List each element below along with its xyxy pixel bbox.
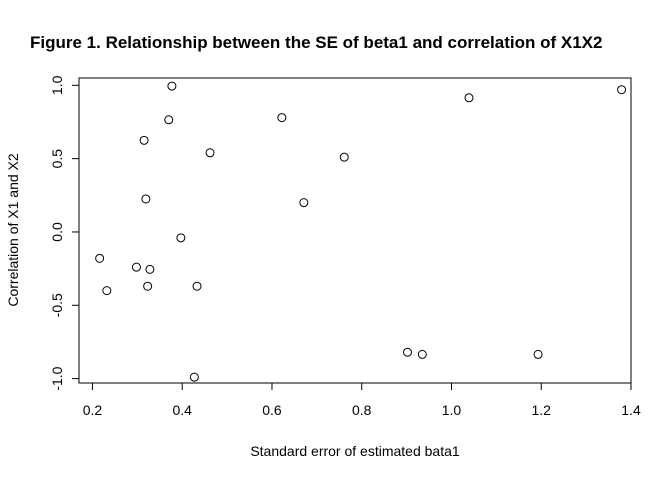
y-tick-label: 1.0 <box>49 75 65 95</box>
data-point <box>277 113 287 123</box>
data-point <box>205 148 215 158</box>
data-point <box>176 233 186 243</box>
x-tick-label: 0.4 <box>172 402 192 418</box>
data-point <box>339 152 349 162</box>
data-point <box>417 349 427 359</box>
data-point <box>95 253 105 263</box>
data-point <box>189 372 199 382</box>
chart-title: Figure 1. Relationship between the SE of… <box>30 33 602 52</box>
data-point <box>145 264 155 274</box>
data-point <box>299 198 309 208</box>
data-point <box>131 262 141 272</box>
data-point <box>533 349 543 359</box>
x-tick-label: 0.6 <box>262 402 282 418</box>
data-point <box>143 281 153 291</box>
y-axis: -1.0 -0.5 0.0 0.5 1.0 <box>49 75 80 391</box>
y-tick-label: -0.5 <box>49 293 65 317</box>
x-tick-label: 0.8 <box>352 402 372 418</box>
y-tick-label: -1.0 <box>49 366 65 390</box>
x-tick-label: 0.2 <box>83 402 103 418</box>
x-axis: 0.2 0.4 0.6 0.8 1.0 1.2 1.4 <box>83 382 641 418</box>
y-tick-label: 0.0 <box>49 222 65 242</box>
data-point <box>167 81 177 91</box>
x-tick-label: 1.4 <box>621 402 641 418</box>
data-point <box>617 85 627 95</box>
data-points <box>95 81 627 382</box>
data-point <box>464 93 474 103</box>
y-tick-label: 0.5 <box>49 149 65 169</box>
data-point <box>102 286 112 296</box>
data-point <box>139 135 149 145</box>
data-point <box>141 194 151 204</box>
data-point <box>192 281 202 291</box>
data-point <box>164 115 174 125</box>
x-tick-label: 1.0 <box>442 402 462 418</box>
data-point <box>403 347 413 357</box>
x-tick-label: 1.2 <box>532 402 552 418</box>
x-axis-label: Standard error of estimated bata1 <box>250 443 460 459</box>
plot-frame <box>78 77 632 384</box>
y-axis-label: Correlation of X1 and X2 <box>5 153 21 307</box>
